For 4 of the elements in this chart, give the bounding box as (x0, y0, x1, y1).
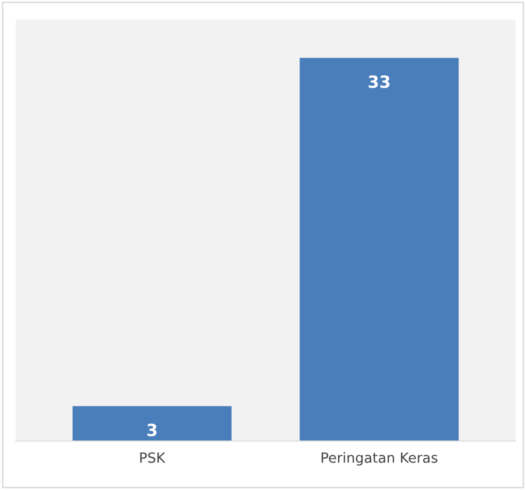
x-tick-label: PSK (140, 452, 166, 463)
x-tick-label: Peringatan Keras (322, 452, 438, 466)
data-label: 3 (147, 424, 157, 436)
data-label: 33 (368, 75, 390, 88)
